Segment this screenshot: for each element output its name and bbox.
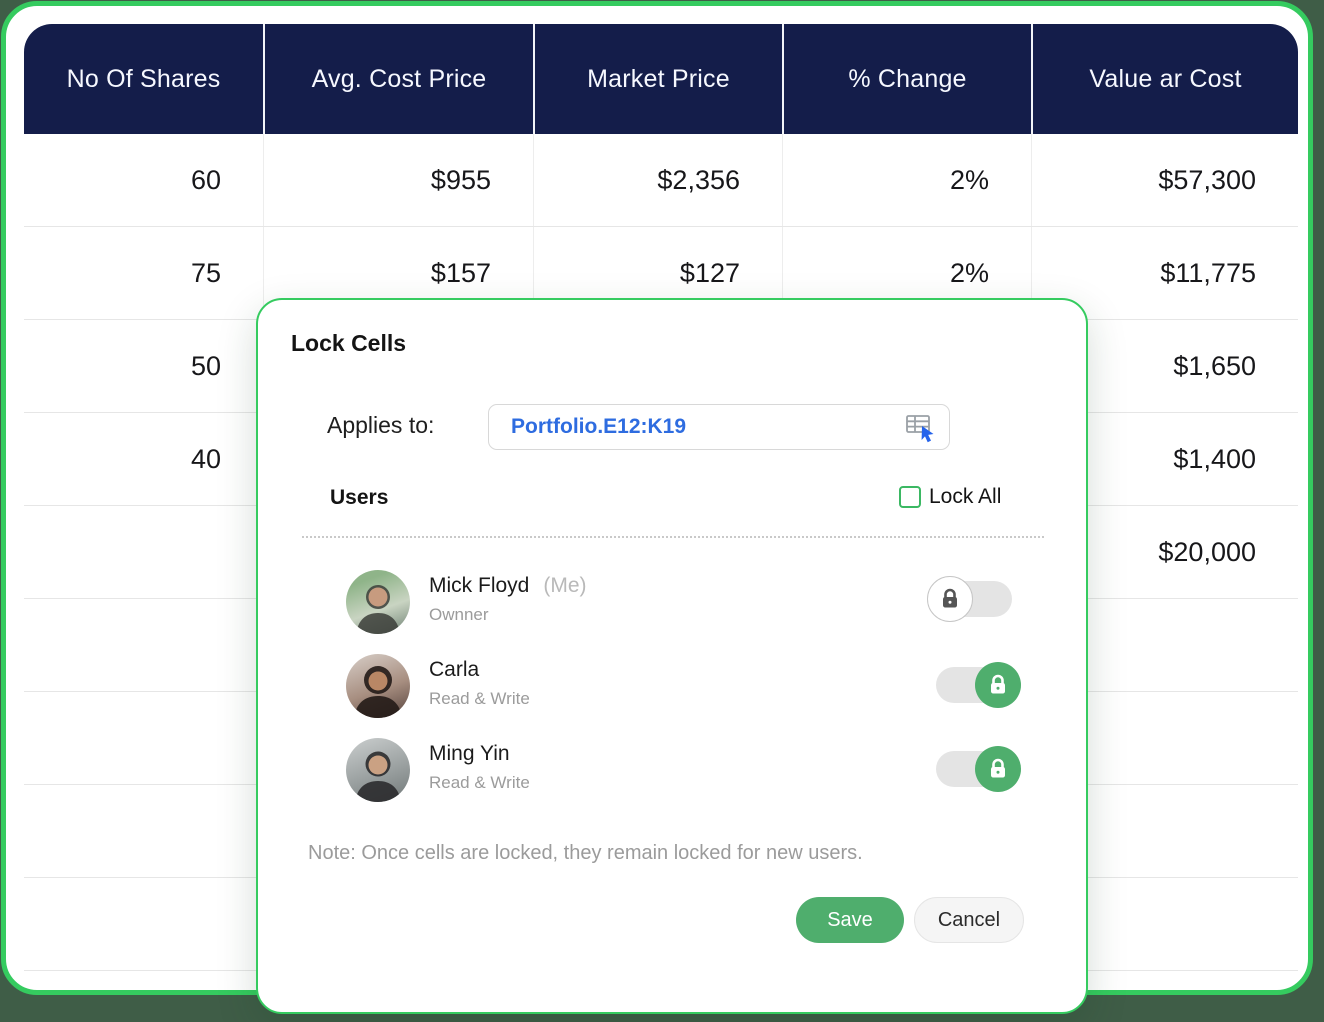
table-cell[interactable]: $127 xyxy=(533,227,782,319)
save-button[interactable]: Save xyxy=(796,897,904,943)
table-cell[interactable]: $20,000 xyxy=(1031,506,1298,598)
table-cell[interactable] xyxy=(24,785,263,877)
table-cell[interactable]: 40 xyxy=(190,443,221,474)
user-name: Ming Yin xyxy=(429,742,510,765)
avatar-ming xyxy=(346,738,410,802)
dialog-title: Lock Cells xyxy=(291,330,407,356)
lock-toggle[interactable] xyxy=(936,746,1021,792)
table-row: 60 $955 $2,356 2% $57,300 xyxy=(24,134,1298,227)
table-cell[interactable]: $11,775 xyxy=(1031,227,1298,319)
table-header-row: No Of Shares Avg. Cost Price Market Price%… xyxy=(24,24,1298,134)
lock-all-control[interactable]: Lock All xyxy=(899,485,1001,509)
lock-icon xyxy=(975,662,1021,708)
table-cell[interactable] xyxy=(24,506,263,598)
applies-to-label: Applies to: xyxy=(327,412,435,438)
avatar-carla xyxy=(346,654,410,718)
table-cell[interactable]: 60 xyxy=(190,164,221,195)
user-name: Mick Floyd xyxy=(429,574,530,597)
table-cell[interactable] xyxy=(24,599,263,691)
column-header: % Change xyxy=(782,24,1031,134)
table-cell[interactable]: $1,650 xyxy=(1031,320,1298,412)
table-cell[interactable]: 2% xyxy=(782,134,1031,226)
lock-toggle[interactable] xyxy=(927,576,1012,622)
table-cell[interactable]: $1,400 xyxy=(1031,413,1298,505)
user-me-tag: (Me) xyxy=(543,574,587,597)
user-role: Ownner xyxy=(429,605,489,624)
table-range-picker-icon[interactable] xyxy=(903,410,937,444)
table-cell[interactable] xyxy=(24,878,263,970)
lock-icon xyxy=(975,746,1021,792)
table-cell[interactable] xyxy=(24,692,263,784)
cancel-button[interactable]: Cancel xyxy=(914,897,1024,943)
user-name: Carla xyxy=(429,658,480,681)
lock-all-checkbox[interactable] xyxy=(899,486,921,508)
user-row-carla: Carla Read & Write xyxy=(346,654,530,718)
table-cell[interactable]: $157 xyxy=(263,227,533,319)
lock-cells-dialog: Lock Cells Applies to: Portfolio.E12:K19… xyxy=(256,298,1088,1014)
table-cell[interactable]: $57,300 xyxy=(1031,134,1298,226)
table-cell[interactable]: $955 xyxy=(263,134,533,226)
column-header: No Of Shares xyxy=(24,24,263,134)
column-header: Market Price xyxy=(533,24,782,134)
table-cell[interactable]: $2,356 xyxy=(533,134,782,226)
user-role: Read & Write xyxy=(429,773,530,792)
portfolio-table: No Of Shares Avg. Cost Price Market Price%… xyxy=(24,24,1298,990)
range-value[interactable]: Portfolio.E12:K19 xyxy=(511,415,687,438)
user-row-ming: Ming Yin Read & Write xyxy=(346,738,530,802)
avatar-mick xyxy=(346,570,410,634)
user-row-mick: Mick Floyd (Me) Ownner xyxy=(346,570,587,634)
users-divider xyxy=(302,536,1044,538)
table-cell[interactable] xyxy=(24,971,263,990)
table-cell[interactable]: 50 xyxy=(190,350,221,381)
lock-toggle[interactable] xyxy=(936,662,1021,708)
column-header: Value ar Cost xyxy=(1031,24,1298,134)
lock-icon xyxy=(927,576,973,622)
column-header: Avg. Cost Price xyxy=(263,24,533,134)
lock-all-label: Lock All xyxy=(929,485,1002,508)
user-role: Read & Write xyxy=(429,689,530,708)
lock-note: Note: Once cells are locked, they remain… xyxy=(308,842,863,864)
range-input[interactable]: Portfolio.E12:K19 xyxy=(488,404,950,450)
table-cell[interactable]: 75 xyxy=(190,257,221,288)
users-section-label: Users xyxy=(330,486,389,509)
table-cell[interactable]: 2% xyxy=(782,227,1031,319)
